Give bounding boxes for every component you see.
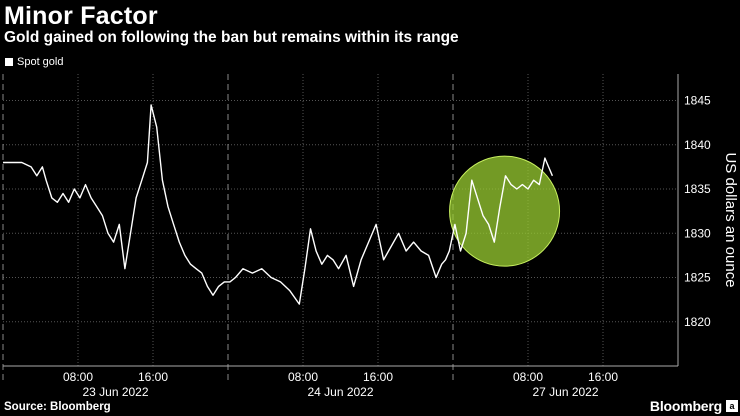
grid (3, 74, 678, 366)
legend-swatch (5, 58, 13, 66)
x-tick-labels: 08:00 16:00 08:00 16:00 08:00 16:00 (63, 370, 618, 384)
legend: Spot gold (5, 56, 63, 68)
date-label: 27 Jun 2022 (532, 385, 598, 399)
series-group (3, 104, 554, 305)
x-axis (3, 74, 679, 367)
x-tick-label: 16:00 (363, 370, 393, 384)
y-tick-label: 1830 (684, 226, 711, 240)
source-note: Source: Bloomberg (4, 401, 111, 413)
date-labels: 23 Jun 2022 24 Jun 2022 27 Jun 2022 (82, 385, 598, 399)
brand-mark-icon: a (726, 400, 738, 412)
chart-title: Minor Factor (4, 2, 158, 30)
legend-label: Spot gold (17, 56, 64, 68)
day-dividers (2, 74, 454, 384)
y-tick-label: 1825 (684, 271, 711, 285)
date-label: 24 Jun 2022 (307, 385, 373, 399)
date-label: 23 Jun 2022 (82, 385, 148, 399)
y-tick-label: 1820 (684, 315, 711, 329)
chart-subtitle: Gold gained on following the ban but rem… (4, 29, 459, 46)
series-line-spot-gold (3, 104, 554, 305)
x-tick-label: 16:00 (138, 370, 168, 384)
y-tick-label: 1840 (684, 138, 711, 152)
highlight-group (449, 155, 561, 267)
x-tick-label: 08:00 (513, 370, 543, 384)
x-tick-label: 16:00 (588, 370, 618, 384)
brand-logo: Bloomberg (649, 398, 722, 414)
y-tick-labels: 1820 1825 1830 1835 1840 1845 (684, 94, 711, 329)
y-tick-label: 1845 (684, 94, 711, 108)
x-tick-label: 08:00 (63, 370, 93, 384)
highlight-circle (449, 155, 561, 267)
y-tick-label: 1835 (684, 182, 711, 196)
y-axis-label: US dollars an ounce (722, 152, 739, 287)
x-tick-label: 08:00 (288, 370, 318, 384)
